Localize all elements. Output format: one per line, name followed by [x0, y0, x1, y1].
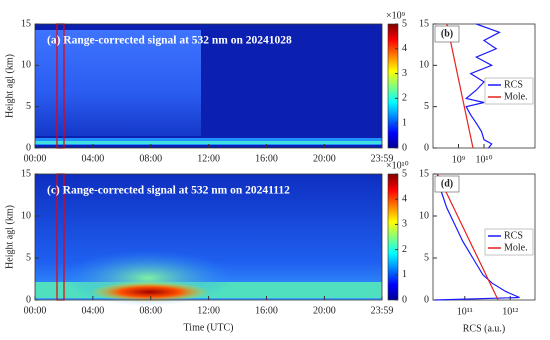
x-tick-label: 10¹²: [502, 306, 518, 317]
panel-label: (d): [441, 178, 453, 189]
heatmap-a-image: [35, 24, 382, 148]
y-tick-label: 15: [419, 168, 429, 179]
y-tick-label: 0: [26, 294, 31, 305]
profile-line: [434, 173, 520, 301]
profile-line: [446, 23, 474, 149]
panel-title: (c) Range-corrected signal at 532 nm on …: [47, 185, 290, 197]
colorbar-tick-label: 4: [402, 43, 407, 54]
colorbar-tick-label: 1: [402, 269, 407, 280]
colorbar-tick-label: 3: [402, 68, 407, 79]
legend-box: [484, 77, 534, 105]
y-tick-label: 0: [424, 142, 429, 153]
y-tick-label: 5: [26, 252, 31, 263]
profile-line: [436, 173, 499, 301]
colorbar-tick-label: 5: [402, 168, 407, 179]
colorbar-tick-label: 3: [402, 219, 407, 230]
colorbar-tick-label: 2: [402, 93, 407, 104]
x-tick-label: 20:00: [313, 305, 336, 316]
panel-title: (a) Range-corrected signal at 532 nm on …: [47, 35, 292, 47]
x-tick-label: 10¹¹: [457, 306, 473, 317]
panel-label-box: [434, 175, 460, 193]
colorbar: [387, 23, 399, 149]
y-tick-label: 10: [21, 60, 31, 71]
plot-frame: [432, 173, 536, 301]
x-tick-label: 10⁹: [452, 154, 466, 165]
colorbar-tick-label: 0: [402, 142, 407, 153]
colorbar-exponent: ×10⁹: [386, 10, 406, 21]
legend-label: Mole.: [504, 242, 528, 253]
legend-label: RCS: [504, 79, 523, 90]
y-tick-label: 0: [26, 142, 31, 153]
x-axis-label: Time (UTC): [184, 322, 234, 333]
x-tick-label: 04:00: [81, 153, 104, 164]
colorbar-tick-label: 2: [402, 244, 407, 255]
colorbar-exponent: ×10¹⁰: [386, 160, 409, 171]
legend-box: [484, 228, 534, 256]
y-tick-label: 15: [419, 18, 429, 29]
colorbar-tick-label: 4: [402, 193, 407, 204]
legend-label: Mole.: [504, 91, 528, 102]
y-tick-label: 0: [424, 294, 429, 305]
colorbar-tick-label: 1: [402, 117, 407, 128]
y-tick-label: 15: [21, 18, 31, 29]
y-tick-label: 5: [424, 101, 429, 112]
x-tick-label: 16:00: [255, 305, 278, 316]
profile-line: [464, 23, 501, 149]
colorbar-tick-label: 0: [402, 294, 407, 305]
y-tick-label: 10: [419, 60, 429, 71]
panel-label-box: [434, 25, 460, 43]
panel-label: (b): [441, 28, 453, 39]
x-tick-label: 04:00: [81, 305, 104, 316]
x-tick-label: 23:59: [371, 153, 394, 164]
x-axis-label: RCS (a.u.): [463, 323, 506, 334]
x-tick-label: 12:00: [197, 153, 220, 164]
x-tick-label: 20:00: [313, 153, 336, 164]
x-tick-label: 12:00: [197, 305, 220, 316]
y-tick-label: 15: [21, 168, 31, 179]
colorbar-tick-label: 5: [402, 18, 407, 29]
colorbar: [387, 173, 399, 301]
y-tick-label: 10: [21, 210, 31, 221]
x-tick-label: 10¹⁰: [475, 154, 492, 165]
x-tick-label: 23:59: [371, 305, 394, 316]
y-axis-label: Height agl (km): [4, 205, 15, 269]
y-axis-label: Height agl (km): [4, 54, 15, 118]
x-tick-label: 08:00: [139, 153, 162, 164]
x-tick-label: 16:00: [255, 153, 278, 164]
x-tick-label: 00:00: [24, 153, 47, 164]
legend-label: RCS: [504, 230, 523, 241]
heatmap-c-image: [35, 174, 382, 306]
x-tick-label: 00:00: [24, 305, 47, 316]
y-tick-label: 10: [419, 210, 429, 221]
x-tick-label: 08:00: [139, 305, 162, 316]
y-tick-label: 5: [424, 252, 429, 263]
y-tick-label: 5: [26, 101, 31, 112]
